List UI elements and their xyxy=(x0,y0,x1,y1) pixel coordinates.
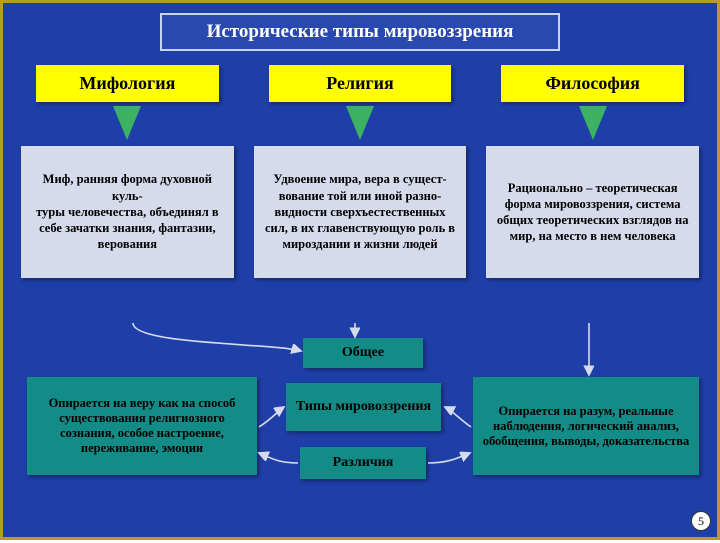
col-mythology: Мифология Миф, ранняя форма духовной кул… xyxy=(21,65,234,278)
slide-title-text: Исторические типы мировоззрения xyxy=(207,21,514,42)
header-philosophy-label: Философия xyxy=(545,73,639,93)
label-types: Типы мировоззрения xyxy=(286,383,441,431)
label-types-text: Типы мировоззрения xyxy=(296,399,431,415)
desc-faith-text: Опирается на веру как на способ существо… xyxy=(35,396,249,456)
slide-title: Исторические типы мировоззрения xyxy=(160,13,560,51)
arrow-down-icon xyxy=(579,106,607,140)
header-mythology-label: Мифология xyxy=(79,73,175,93)
page-number: 5 xyxy=(691,511,711,531)
desc-mythology-text: Миф, ранняя форма духовной куль- туры че… xyxy=(29,171,226,252)
desc-mythology: Миф, ранняя форма духовной куль- туры че… xyxy=(21,146,234,278)
page-number-text: 5 xyxy=(698,514,704,529)
header-religion: Религия xyxy=(269,65,452,102)
header-philosophy: Философия xyxy=(501,65,684,102)
col-religion: Религия Удвоение мира, вера в сущест- во… xyxy=(254,65,467,278)
arrow-down-icon xyxy=(346,106,374,140)
arrow-down-icon xyxy=(113,106,141,140)
middle-region: Общее Типы мировоззрения Различия Опирае… xyxy=(3,333,717,533)
desc-philosophy: Рационально – теоретическая форма мирово… xyxy=(486,146,699,278)
slide: Исторические типы мировоззрения Мифологи… xyxy=(0,0,720,540)
label-common: Общее xyxy=(303,338,423,368)
desc-religion: Удвоение мира, вера в сущест- вование то… xyxy=(254,146,467,278)
desc-reason-text: Опирается на разум, реальные наблюдения,… xyxy=(481,404,691,449)
label-diff: Различия xyxy=(300,447,426,479)
desc-faith: Опирается на веру как на способ существо… xyxy=(27,377,257,475)
header-religion-label: Религия xyxy=(326,73,394,93)
label-common-text: Общее xyxy=(342,345,384,361)
col-philosophy: Философия Рационально – теоретическая фо… xyxy=(486,65,699,278)
header-mythology: Мифология xyxy=(36,65,219,102)
label-diff-text: Различия xyxy=(333,455,394,471)
top-row: Мифология Миф, ранняя форма духовной кул… xyxy=(21,65,699,278)
desc-religion-text: Удвоение мира, вера в сущест- вование то… xyxy=(262,171,459,252)
desc-philosophy-text: Рационально – теоретическая форма мирово… xyxy=(494,180,691,245)
desc-reason: Опирается на разум, реальные наблюдения,… xyxy=(473,377,699,475)
